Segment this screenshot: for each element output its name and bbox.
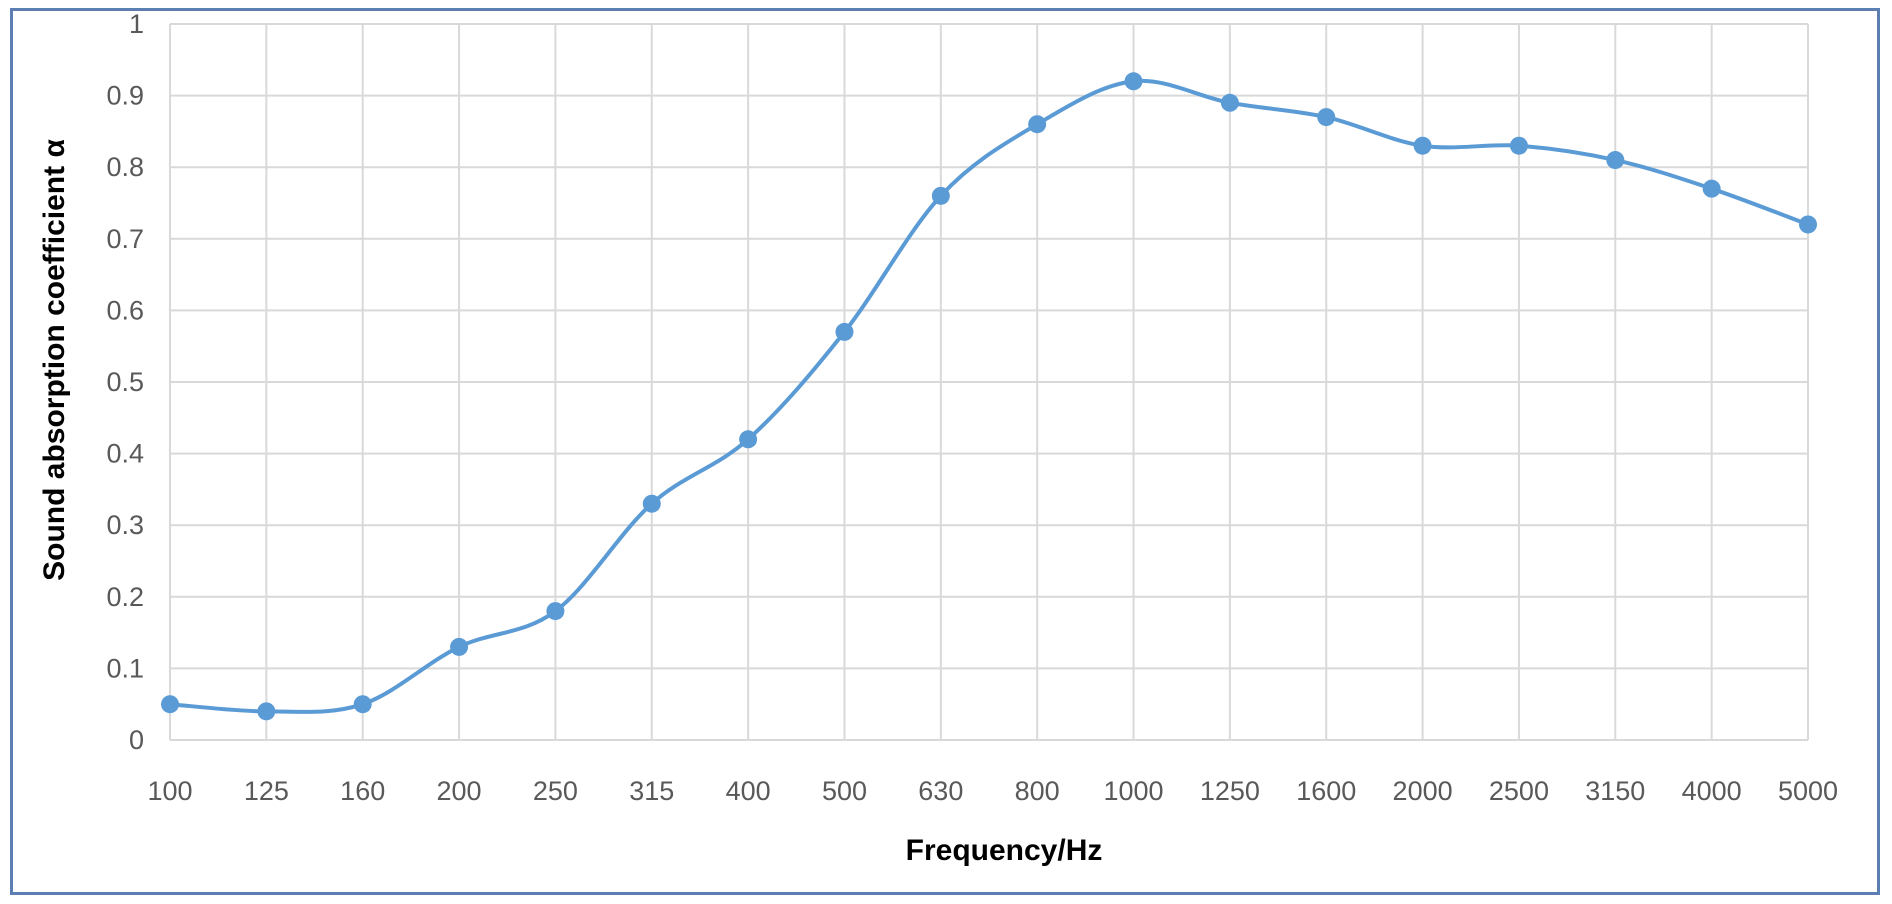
x-tick-label: 800 — [1015, 776, 1060, 806]
data-point — [1509, 136, 1528, 155]
data-point — [931, 186, 950, 205]
x-tick-label: 4000 — [1682, 776, 1742, 806]
chart-frame — [10, 8, 1880, 895]
data-point — [450, 637, 469, 656]
data-point — [1124, 72, 1143, 91]
data-point — [1317, 108, 1336, 127]
x-tick-label: 1600 — [1296, 776, 1356, 806]
y-tick-labels: 0 0.1 0.2 0.3 0.4 0.5 0.6 0.7 0.8 0.9 1 — [106, 9, 144, 755]
x-tick-label: 3150 — [1585, 776, 1645, 806]
x-tick-label: 5000 — [1778, 776, 1838, 806]
x-tick-labels: 100 125 160 200 250 315 400 500 630 800 1000 1250 16… — [147, 776, 1838, 806]
y-tick-label: 0.9 — [106, 81, 144, 111]
y-tick-label: 0.4 — [106, 439, 144, 469]
data-point — [1799, 215, 1817, 234]
data-point — [257, 702, 276, 721]
data-point — [1413, 136, 1432, 155]
x-tick-label: 500 — [822, 776, 867, 806]
data-point — [1606, 151, 1625, 170]
x-tick-label: 2500 — [1489, 776, 1549, 806]
y-tick-label: 0.8 — [106, 152, 144, 182]
y-tick-label: 0 — [129, 725, 144, 755]
x-tick-label: 630 — [918, 776, 963, 806]
x-tick-label: 400 — [726, 776, 771, 806]
data-point — [161, 695, 179, 714]
x-tick-label: 250 — [533, 776, 578, 806]
data-point — [546, 602, 565, 621]
y-tick-label: 0.2 — [106, 582, 144, 612]
x-tick-label: 160 — [340, 776, 385, 806]
x-tick-label: 200 — [437, 776, 482, 806]
data-point — [1702, 179, 1721, 198]
data-point — [835, 322, 854, 341]
y-axis-title: Sound absorption coefficient α — [38, 139, 71, 581]
data-point — [353, 695, 372, 714]
y-tick-label: 0.7 — [106, 224, 144, 254]
x-tick-label: 1250 — [1200, 776, 1260, 806]
data-point — [1220, 93, 1239, 112]
x-tick-label: 315 — [629, 776, 674, 806]
data-point — [642, 494, 661, 513]
series-markers — [161, 72, 1817, 721]
y-tick-label: 0.1 — [106, 653, 144, 683]
x-tick-label: 125 — [244, 776, 289, 806]
y-tick-label: 1 — [129, 9, 144, 39]
series-line — [169, 78, 1809, 714]
data-point — [739, 430, 758, 449]
data-point — [1028, 115, 1047, 134]
y-tick-label: 0.6 — [106, 295, 144, 325]
y-tick-label: 0.3 — [106, 510, 144, 540]
grid-lines — [169, 23, 1809, 741]
x-axis-title: Frequency/Hz — [906, 834, 1103, 867]
x-tick-label: 1000 — [1103, 776, 1163, 806]
x-tick-label: 100 — [147, 776, 192, 806]
y-tick-label: 0.5 — [106, 367, 144, 397]
x-tick-label: 2000 — [1393, 776, 1453, 806]
